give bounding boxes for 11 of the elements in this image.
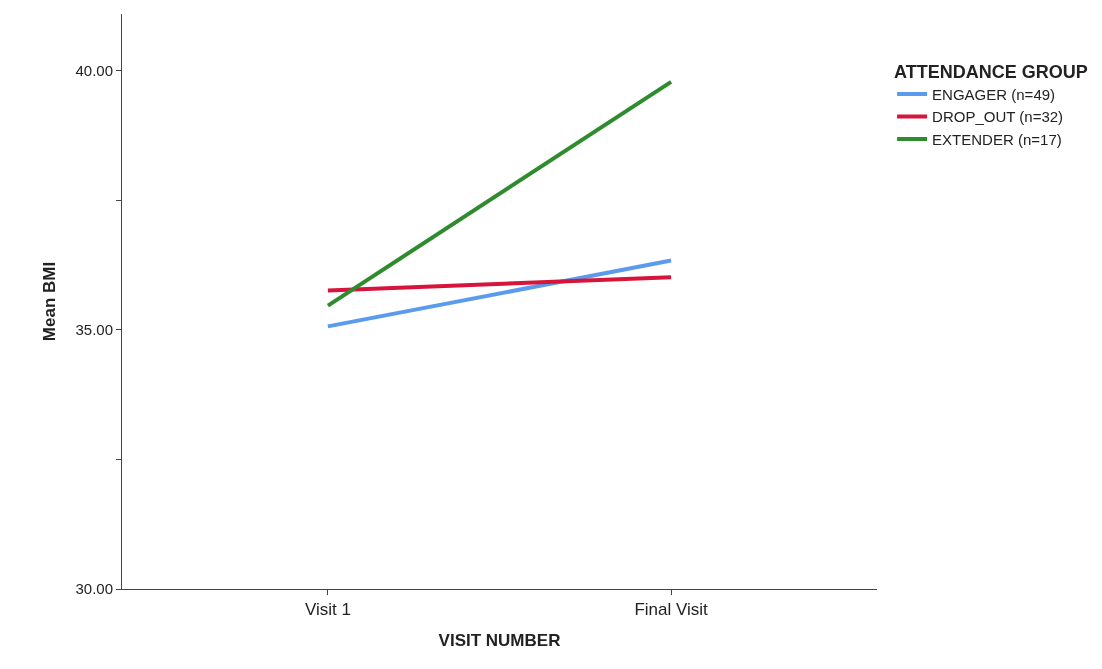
x-axis-title: VISIT NUMBER [438, 630, 561, 650]
x-tick-label: Final Visit [634, 600, 709, 620]
y-tick-label: 40.00 [75, 62, 113, 80]
legend-title: ATTENDANCE GROUP [894, 61, 1088, 82]
y-axis-title: Mean BMI [40, 261, 59, 342]
legend-label: EXTENDER (n=17) [932, 130, 1062, 148]
y-tick-label: 30.00 [75, 580, 113, 598]
legend-label: ENGAGER (n=49) [932, 85, 1056, 103]
y-tick-label: 35.00 [75, 321, 113, 339]
x-tick-label: Visit 1 [304, 600, 351, 620]
legend-label: DROP_OUT (n=32) [932, 108, 1064, 126]
